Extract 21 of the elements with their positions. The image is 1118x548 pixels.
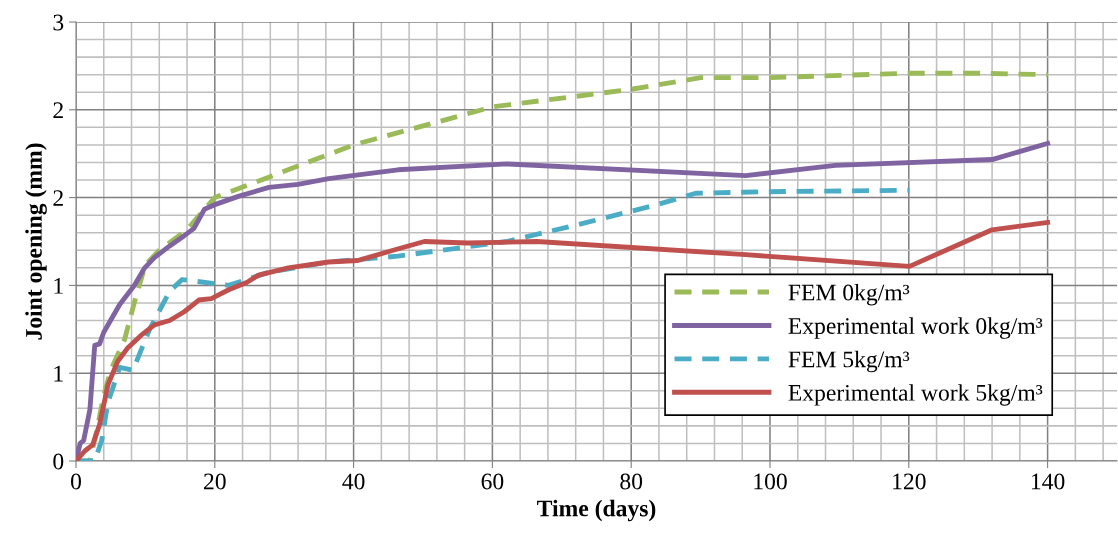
- x-tick-label: 100: [754, 473, 787, 490]
- y-tick-label: 2: [53, 102, 63, 118]
- y-tick-label: 2: [53, 190, 63, 206]
- x-tick-label: 140: [1031, 473, 1065, 490]
- y-tick-label: 1: [54, 278, 63, 294]
- x-tick-label: 60: [481, 473, 504, 490]
- legend-label: FEM 5kg/m³: [788, 350, 910, 373]
- y-tick-label: 0: [53, 453, 64, 470]
- legend-label: Experimental work 0kg/m³: [788, 317, 1043, 339]
- x-tick-label: 80: [620, 473, 643, 490]
- line-series: [76, 220, 1051, 461]
- x-tick-label: 0: [71, 473, 81, 490]
- y-tick-label: 1: [54, 365, 63, 382]
- x-tick-label: 120: [893, 473, 926, 490]
- y-axis-title: Joint opening (mm): [25, 143, 47, 340]
- x-tick-label: 20: [204, 473, 226, 490]
- x-axis-title: Time (days): [537, 499, 656, 522]
- y-tick-label: 3: [53, 14, 64, 31]
- legend-label: FEM 0kg/m³: [788, 283, 910, 306]
- legend-label: Experimental work 5kg/m³: [788, 384, 1043, 406]
- x-tick-label: 40: [342, 473, 365, 490]
